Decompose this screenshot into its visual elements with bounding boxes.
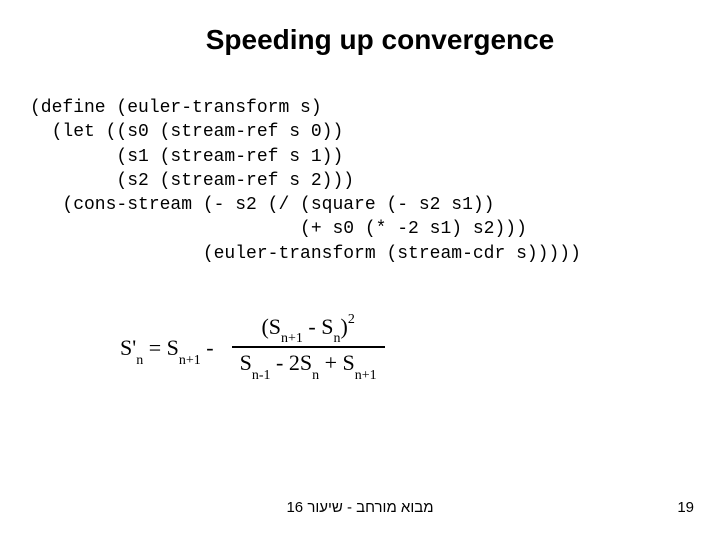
num-sub2: n (333, 331, 340, 346)
den-sub1: n-1 (252, 368, 271, 383)
page-number: 19 (677, 499, 694, 516)
den-sub3: n+1 (355, 368, 377, 383)
num-sub1: n+1 (281, 331, 303, 346)
fraction: (Sn+1 - Sn)2 Sn-1 - 2Sn + Sn+1 (232, 314, 385, 381)
rhs-S: S (167, 335, 179, 360)
den-S1: S (240, 350, 252, 375)
formula-lhs: S'n = Sn+1 - (120, 335, 214, 365)
formula: S'n = Sn+1 - (Sn+1 - Sn)2 Sn-1 - 2Sn + S… (120, 314, 690, 381)
minus-sign: - (201, 335, 214, 360)
code-block: (define (euler-transform s) (let ((s0 (s… (30, 96, 690, 266)
fraction-numerator: (Sn+1 - Sn)2 (232, 314, 385, 348)
rhs-sub: n+1 (179, 353, 201, 368)
den-sub2: n (312, 368, 319, 383)
lhs-S: S' (120, 335, 136, 360)
fraction-denominator: Sn-1 - 2Sn + Sn+1 (232, 348, 385, 380)
slide-container: Speeding up convergence (define (euler-t… (0, 0, 720, 540)
num-close: ) (340, 314, 347, 339)
footer-center: מבוא מורחב - שיעור 16 (0, 499, 720, 516)
den-mid2: + S (319, 350, 355, 375)
lhs-sub: n (136, 353, 143, 368)
num-sup: 2 (348, 312, 355, 327)
den-S2: S (300, 350, 312, 375)
den-mid1: - 2 (271, 350, 300, 375)
num-mid: - S (303, 314, 334, 339)
num-open: (S (261, 314, 281, 339)
eq-sign: = (143, 335, 166, 360)
slide-title: Speeding up convergence (30, 24, 690, 56)
